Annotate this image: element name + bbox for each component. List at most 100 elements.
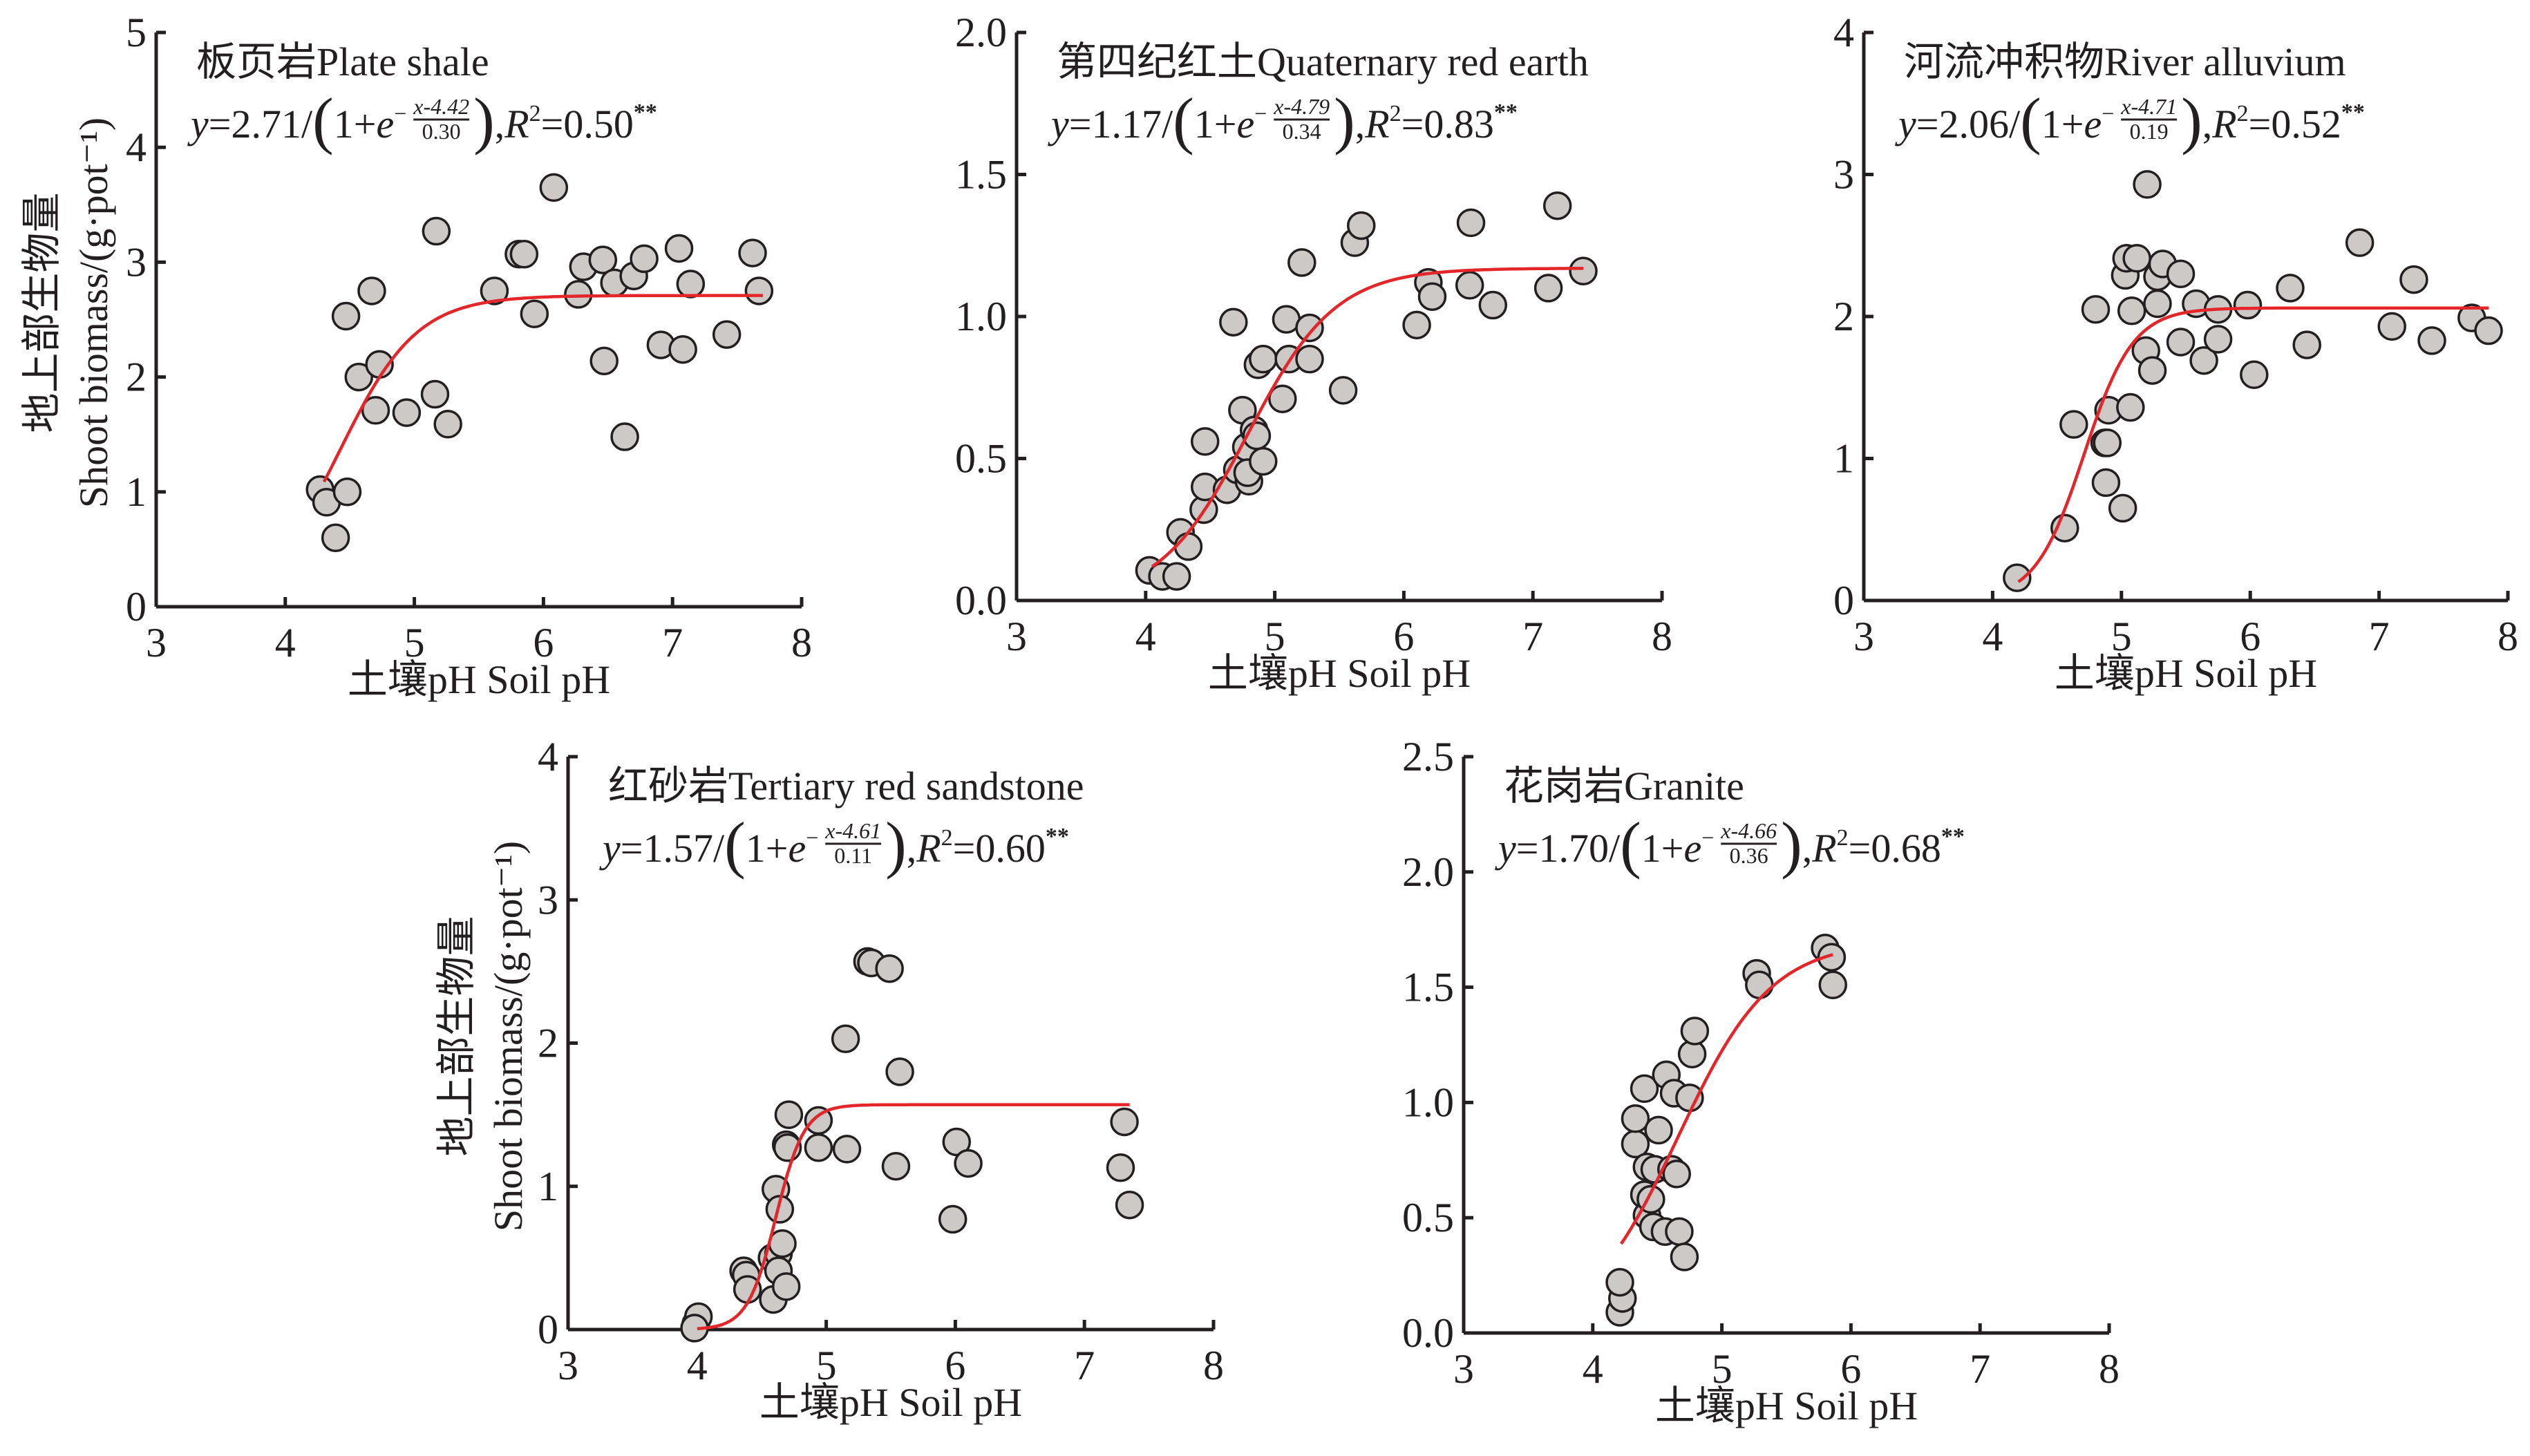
- data-point: [361, 396, 390, 425]
- data-point: [1662, 1160, 1691, 1189]
- y-tick-label: 3: [1833, 152, 1854, 198]
- data-point: [332, 478, 362, 507]
- data-point: [1162, 562, 1191, 591]
- scatter-panel-4: 3 4 5 6 7 8 0 1 2 3 4 土壤pH Soil pH 地上部生物量 Shoot bioma…: [434, 734, 1224, 1425]
- x-tick-label: 4: [1982, 614, 2003, 659]
- data-point: [1542, 191, 1572, 220]
- data-point: [1478, 290, 1508, 320]
- data-point: [2417, 326, 2446, 355]
- data-point: [1417, 282, 1447, 311]
- panel-title: 红砂岩Tertiary red sandstone: [608, 764, 1084, 809]
- equation-lhs: y: [599, 826, 621, 871]
- x-tick-label: 7: [1970, 1346, 1990, 1392]
- equation-r-val: =0.60: [953, 826, 1046, 871]
- data-point: [1402, 310, 1431, 340]
- scatter-panel-3: 3 4 5 6 7 8 0 1 2 3 4 土壤pH Soil pH 河流冲积物River alluvi…: [1833, 10, 2518, 696]
- data-point: [2059, 410, 2088, 439]
- equation-exponent-denominator: 0.30: [422, 119, 461, 144]
- data-point: [771, 1272, 801, 1301]
- y-tick-label: 0.5: [1402, 1195, 1454, 1240]
- data-point: [2166, 328, 2196, 357]
- x-axis-label: 土壤pH Soil pH: [1655, 1383, 1918, 1428]
- data-point: [589, 346, 619, 376]
- equation-exponent-denominator: 0.34: [1283, 119, 1321, 144]
- equation-lparen: (: [1173, 85, 1194, 155]
- x-axis-label: 土壤pH Soil pH: [2055, 651, 2317, 696]
- fit-equation: y =1.57/(1+ e − x-4.610.11), R 2 =0.60 **: [599, 809, 1069, 880]
- equation-base: e: [1683, 826, 1701, 871]
- equation-lhs: y: [187, 102, 209, 146]
- x-tick-label: 5: [404, 620, 425, 665]
- data-point: [1219, 308, 1248, 337]
- x-tick-label: 6: [1393, 614, 1414, 659]
- y-axis-label: Shoot biomass/(g·pot⁻¹): [486, 841, 531, 1231]
- equation-comma: ,: [1802, 826, 1813, 871]
- y-tick-label: 1.0: [955, 294, 1007, 339]
- fit-equation: y =2.71/(1+ e − x-4.420.30), R 2 =0.50 **: [187, 85, 657, 155]
- equation-comma: ,: [2202, 102, 2213, 146]
- data-point: [938, 1204, 967, 1234]
- data-point: [881, 1151, 911, 1181]
- equation-comma: ,: [907, 826, 917, 871]
- equation-sig: **: [1941, 824, 1965, 849]
- data-point: [2345, 228, 2375, 257]
- y-tick-label: 4: [1833, 10, 1854, 55]
- data-point: [885, 1057, 914, 1086]
- data-point: [2377, 312, 2406, 341]
- equation-one-plus: 1+: [1194, 102, 1237, 146]
- y-axis-label: Shoot biomass/(g·pot⁻¹): [71, 117, 116, 508]
- data-point: [610, 422, 639, 451]
- x-tick-label: 4: [1583, 1346, 1603, 1392]
- y-tick-label: 2.0: [955, 10, 1007, 55]
- equation-r-sym: R: [504, 102, 529, 146]
- data-point: [1347, 211, 1376, 240]
- data-point: [1456, 208, 1486, 238]
- y-tick-label: 2: [538, 1021, 558, 1066]
- x-tick-label: 6: [2240, 614, 2260, 659]
- x-tick-label: 6: [945, 1343, 965, 1388]
- data-point: [357, 276, 386, 305]
- y-tick-label: 5: [126, 10, 147, 55]
- equation-sig: **: [2341, 100, 2365, 125]
- y-tick-label: 0.5: [955, 436, 1007, 482]
- equation-exponent-denominator: 0.36: [1730, 843, 1768, 868]
- equation-exponent-denominator: 0.11: [834, 843, 872, 868]
- equation-lhs: y: [1895, 102, 1916, 146]
- data-point: [1173, 532, 1203, 561]
- equation-minus: −: [1254, 101, 1267, 126]
- equation-exponent-numerator: x-4.42: [413, 94, 469, 119]
- x-tick-label: 6: [533, 620, 554, 665]
- data-point: [832, 1135, 862, 1164]
- data-point: [2091, 468, 2121, 498]
- equation-r-sym: R: [916, 826, 941, 871]
- data-point: [1190, 427, 1220, 456]
- x-tick-label: 7: [1074, 1343, 1095, 1388]
- data-point: [331, 301, 361, 331]
- equation-sig: **: [634, 100, 657, 125]
- panel-title: 河流冲积物River alluvium: [1904, 39, 2346, 84]
- data-point: [2133, 170, 2162, 199]
- equation-comma: ,: [1355, 102, 1366, 146]
- data-point: [664, 234, 694, 263]
- y-tick-label: 0.0: [955, 578, 1007, 623]
- data-point: [2117, 296, 2146, 325]
- fit-equation: y =2.06/(1+ e − x-4.710.19), R 2 =0.52 **: [1895, 85, 2365, 155]
- equation-rparen: ): [1334, 85, 1355, 155]
- data-point: [2137, 356, 2167, 385]
- x-tick-label: 6: [1840, 1346, 1861, 1392]
- data-point: [1745, 970, 1774, 1000]
- data-point: [744, 276, 774, 305]
- data-point: [1268, 384, 1297, 413]
- equation-sig: **: [1494, 100, 1518, 125]
- data-point: [1817, 943, 1847, 972]
- x-tick-label: 4: [1135, 614, 1156, 659]
- equation-r-sup: 2: [1837, 825, 1849, 851]
- scatter-panel-5: 3 4 5 6 7 8 0.0 0.5 1.0 1.5 2.0 2.5 土壤pH Soil pH 花岗岩G…: [1402, 734, 2120, 1428]
- data-point: [2474, 316, 2503, 346]
- equation-base: e: [1236, 102, 1254, 146]
- data-point: [2240, 360, 2269, 390]
- fit-equation: y =1.70/(1+ e − x-4.660.36), R 2 =0.68 **: [1495, 809, 1965, 880]
- y-axis-label: 地上部生物量: [434, 916, 479, 1156]
- data-point: [480, 276, 509, 305]
- panel-title: 第四纪红土Quaternary red earth: [1057, 39, 1589, 84]
